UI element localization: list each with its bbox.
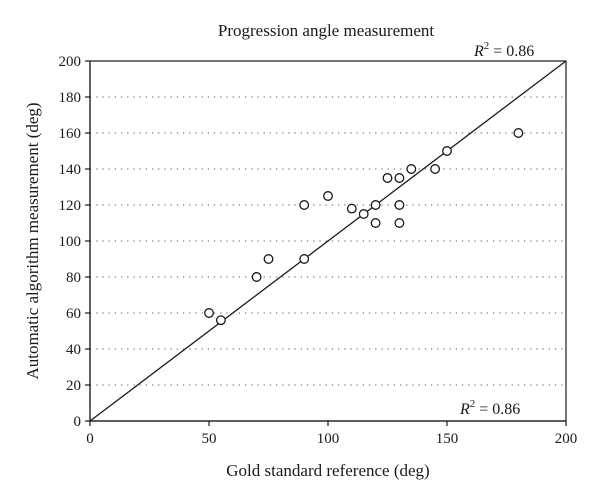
chart-title: Progression angle measurement [218,21,434,40]
data-point-13 [394,200,405,210]
fit-line [89,60,567,422]
data-point-8 [358,209,369,219]
data-point-6 [323,191,333,201]
data-point-10 [370,218,381,228]
x-tick-label-100: 100 [317,431,340,447]
data-point-17 [442,146,452,156]
data-point-14 [394,218,405,228]
r-squared-annotation-top-right: R2 = 0.86 [473,40,534,60]
data-point-9 [370,200,381,210]
y-tick-label-0: 0 [74,414,82,430]
y-tick-label-100: 100 [59,234,82,250]
y-tick-label-140: 140 [59,162,82,178]
y-tick-label-40: 40 [66,342,81,358]
axis-ticks: 0 20 40 60 80 100 120 140 160 180 200 0 50 100 150 200 [59,54,578,447]
data-point-4 [299,200,310,210]
data-point-0 [204,308,214,318]
data-point-3 [263,254,274,264]
annotations: R2 = 0.86 R2 = 0.86 [459,40,534,418]
grid-lines [90,60,566,386]
y-tick-label-120: 120 [59,198,82,214]
data-point-7 [346,203,357,214]
x-tick-label-0: 0 [86,431,94,447]
y-axis-label: Automatic algorithm measurement (deg) [23,102,42,379]
x-tick-label-50: 50 [202,431,217,447]
y-tick-label-80: 80 [66,270,81,286]
data-point-5 [299,254,310,264]
y-tick-label-180: 180 [59,90,82,106]
x-axis-label: Gold standard reference (deg) [226,461,429,480]
y-tick-label-200: 200 [59,54,82,70]
y-tick-label-60: 60 [66,306,81,322]
data-point-11 [382,173,393,183]
data-points [204,128,524,326]
data-point-1 [215,315,226,326]
x-tick-label-200: 200 [555,431,578,447]
r-squared-annotation-bottom-right: R2 = 0.86 [459,398,520,418]
data-point-15 [406,164,417,174]
y-tick-label-160: 160 [59,126,82,142]
data-point-18 [513,128,524,138]
x-tick-label-150: 150 [436,431,459,447]
data-point-16 [430,164,441,174]
data-point-12 [394,173,405,183]
data-point-2 [251,272,262,282]
y-tick-label-20: 20 [66,378,81,394]
